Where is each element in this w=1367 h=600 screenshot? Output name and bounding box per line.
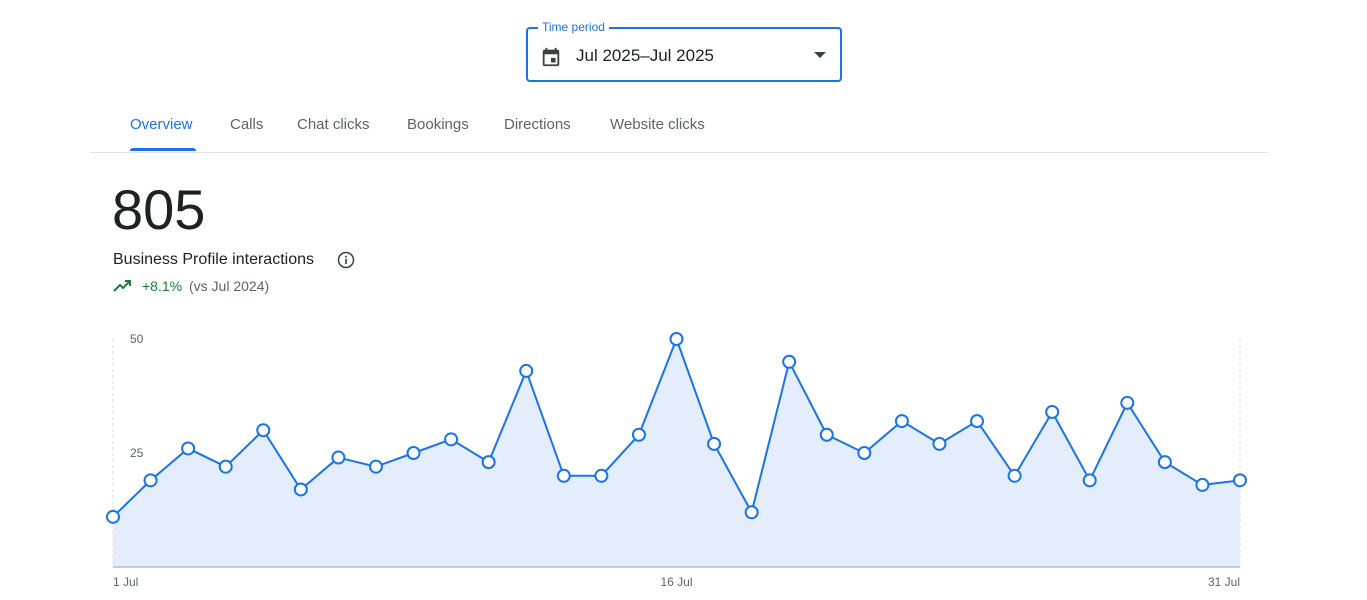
tab-chat-clicks[interactable]: Chat clicks (297, 116, 370, 133)
data-point (143, 473, 158, 488)
data-point (819, 427, 834, 442)
info-icon[interactable] (336, 250, 356, 270)
tab-bar: Overview Calls Chat clicks Bookings Dire… (90, 100, 1268, 153)
y-tick-label: 25 (130, 446, 144, 460)
time-period-label: Time period (538, 19, 609, 35)
data-point (556, 468, 571, 483)
tab-overview[interactable]: Overview (130, 116, 193, 133)
change-comparison: (vs Jul 2024) (189, 278, 270, 294)
data-point (1120, 395, 1135, 410)
data-point (782, 354, 797, 369)
metric-total: 805 (112, 178, 206, 241)
metric-label: Business Profile interactions (113, 251, 314, 268)
chevron-down-icon (814, 52, 826, 58)
tab-bookings[interactable]: Bookings (407, 116, 469, 133)
data-point (631, 427, 646, 442)
data-point (744, 505, 759, 520)
x-tick-label: 1 Jul (113, 575, 138, 589)
active-tab-indicator (130, 148, 196, 151)
tab-directions[interactable]: Directions (504, 116, 571, 133)
interactions-chart: 25 50 1 Jul 16 Jul 31 Jul (106, 332, 1247, 589)
calendar-icon (542, 47, 560, 67)
data-point (256, 423, 271, 438)
data-point (406, 446, 421, 460)
data-point (181, 441, 196, 456)
data-point (707, 436, 722, 451)
data-point (1007, 468, 1022, 483)
data-point (331, 450, 346, 465)
data-point (1045, 404, 1060, 419)
data-point (368, 459, 383, 474)
x-tick-label: 16 Jul (660, 575, 692, 589)
data-point (293, 482, 308, 497)
data-point (894, 414, 909, 429)
data-point (857, 446, 872, 460)
data-point (1082, 473, 1097, 488)
y-tick-label: 50 (130, 332, 144, 346)
time-period-select[interactable]: Time period Jul 2025–Jul 2025 (526, 19, 842, 82)
data-point (594, 468, 609, 483)
tab-calls[interactable]: Calls (230, 116, 264, 133)
data-point (106, 509, 120, 524)
series-area (113, 339, 1240, 567)
change-percentage: +8.1% (142, 278, 183, 294)
data-point (970, 414, 985, 429)
trending-up-icon (113, 280, 131, 292)
data-point (218, 459, 233, 474)
data-point (1195, 477, 1210, 492)
tab-website-clicks[interactable]: Website clicks (610, 116, 705, 133)
data-point (481, 455, 496, 470)
data-point (1233, 473, 1247, 488)
x-tick-label: 31 Jul (1208, 575, 1240, 589)
data-point (669, 332, 684, 346)
time-period-value: Jul 2025–Jul 2025 (576, 46, 715, 65)
data-point (1157, 455, 1172, 470)
data-point (444, 432, 459, 447)
data-point (932, 436, 947, 451)
data-point (519, 363, 534, 378)
